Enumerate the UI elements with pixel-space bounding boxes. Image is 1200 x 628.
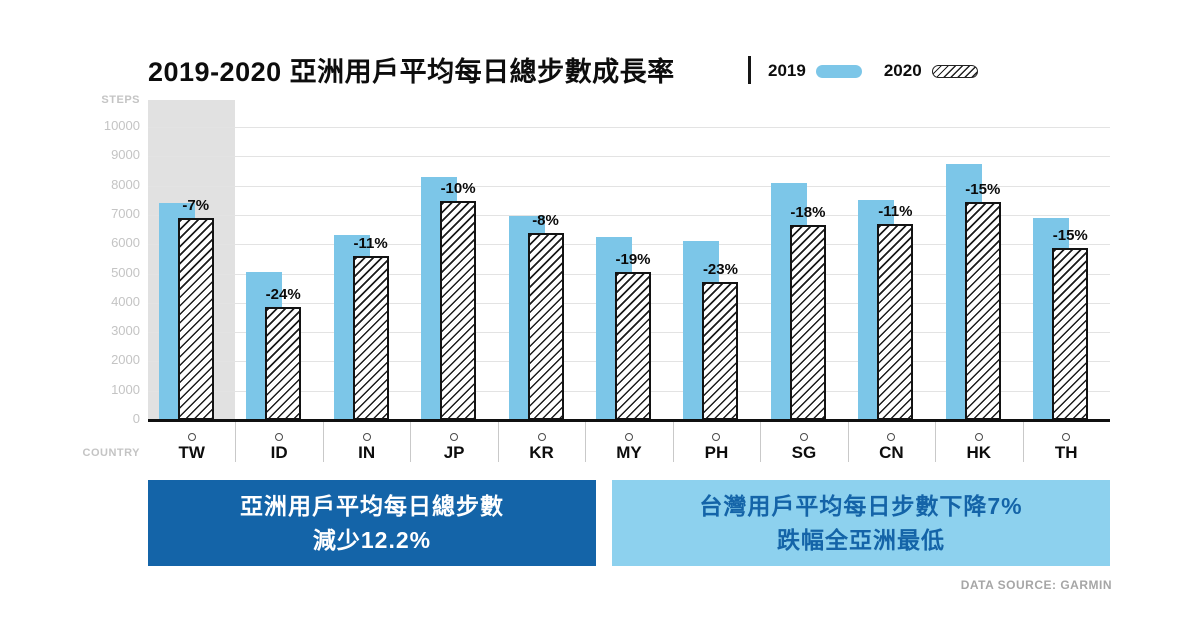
bar-2020-JP — [440, 201, 477, 420]
group-separator-9 — [935, 421, 937, 462]
bar-2020-MY — [615, 271, 651, 420]
gridline-9000 — [148, 156, 1110, 158]
gridline-7000 — [148, 214, 1110, 216]
country-label-ID: ID — [270, 443, 288, 462]
y-tick-label-1000: 1000 — [111, 381, 140, 397]
callout-taiwan-line2: 跌幅全亞洲最低 — [777, 527, 945, 553]
axis-dot-JP — [450, 433, 459, 441]
change-label-CN: -11% — [878, 203, 913, 221]
bar-2020-SG — [789, 225, 826, 420]
bar-2020-TH — [1052, 248, 1089, 420]
y-tick-label-8000: 8000 — [111, 176, 140, 192]
country-label-PH: PH — [704, 443, 729, 462]
change-label-JP: -10% — [440, 180, 476, 198]
y-tick-label-10000: 10000 — [103, 118, 140, 133]
change-label-SG: -18% — [790, 204, 826, 222]
chart-legend: 2019 2020 — [768, 61, 978, 81]
change-label-KR: -8% — [532, 211, 559, 229]
change-label-MY: -19% — [615, 250, 651, 268]
y-tick-label-4000: 4000 — [111, 293, 140, 309]
axis-dot-MY — [625, 433, 633, 441]
country-label-IN: IN — [358, 443, 376, 462]
bar-2020-IN — [352, 255, 389, 420]
change-label-TW: -7% — [182, 197, 210, 215]
country-label-HK: HK — [966, 443, 992, 462]
legend-2020-label: 2020 — [883, 61, 922, 80]
group-separator-3 — [410, 421, 412, 462]
axis-dot-ID — [275, 433, 284, 441]
y-tick-label-6000: 6000 — [111, 235, 140, 251]
data-source-credit: DATA SOURCE: GARMIN — [960, 578, 1112, 592]
y-tick-label-9000: 9000 — [111, 147, 140, 163]
legend-2019-swatch — [815, 64, 862, 78]
legend-2019-label: 2019 — [768, 61, 806, 80]
group-separator-4 — [497, 421, 499, 462]
change-label-HK: -15% — [965, 181, 1001, 198]
legend-item-2020: 2020 — [884, 61, 978, 81]
legend-item-2019: 2019 — [768, 61, 862, 81]
title-legend-divider — [748, 56, 751, 84]
y-tick-label-7000: 7000 — [111, 205, 140, 221]
axis-dot-SG — [799, 433, 808, 441]
bar-2020-CN — [877, 224, 914, 420]
gridline-10000 — [148, 127, 1110, 128]
group-separator-7 — [760, 421, 762, 462]
callout-asia-line1: 亞洲用戶平均每日總步數 — [240, 492, 504, 519]
gridline-8000 — [148, 185, 1110, 187]
y-tick-label-5000: 5000 — [111, 264, 140, 280]
callout-taiwan-line1: 台灣用戶平均每日步數下降7% — [699, 492, 1023, 519]
country-label-TH: TH — [1054, 443, 1078, 462]
callout-asia-summary: 亞洲用戶平均每日總步數 減少12.2% — [148, 480, 596, 566]
country-label-CN: CN — [879, 443, 904, 462]
y-tick-label-3000: 3000 — [111, 323, 140, 339]
bar-2020-TW — [177, 218, 214, 420]
change-label-TH: -15% — [1052, 227, 1088, 244]
country-label-MY: MY — [616, 443, 642, 462]
group-separator-6 — [672, 421, 674, 462]
change-label-ID: -24% — [265, 286, 301, 304]
country-label-TW: TW — [178, 443, 205, 462]
axis-dot-CN — [887, 433, 896, 441]
axis-dot-TH — [1062, 433, 1071, 441]
bar-2020-HK — [964, 202, 1001, 420]
group-separator-2 — [322, 421, 324, 462]
y-tick-label-0: 0 — [132, 411, 140, 426]
country-label-KR: KR — [529, 443, 554, 462]
x-axis-title: COUNTRY — [82, 447, 140, 459]
group-separator-5 — [585, 421, 587, 462]
page-title: 2019-2020 亞洲用戶平均每日總步數成長率 — [148, 57, 675, 87]
bar-2020-KR — [527, 232, 564, 420]
x-axis-line — [148, 419, 1110, 422]
axis-dot-TW — [187, 433, 196, 441]
y-axis-title: STEPS — [101, 94, 140, 106]
axis-dot-PH — [712, 433, 721, 441]
change-label-PH: -23% — [702, 261, 738, 279]
group-separator-10 — [1022, 421, 1024, 462]
country-label-JP: JP — [443, 443, 465, 462]
callout-taiwan-summary: 台灣用戶平均每日步數下降7% 跌幅全亞洲最低 — [612, 480, 1110, 566]
bar-2020-ID — [265, 307, 302, 420]
change-label-IN: -11% — [353, 234, 388, 252]
axis-dot-HK — [974, 433, 983, 441]
axis-dot-KR — [537, 433, 546, 441]
callout-asia-line2: 減少12.2% — [312, 527, 432, 553]
y-tick-label-2000: 2000 — [111, 352, 140, 368]
country-label-SG: SG — [791, 443, 817, 462]
legend-2020-swatch — [931, 64, 978, 78]
bar-2020-PH — [702, 282, 739, 420]
axis-dot-IN — [362, 433, 371, 441]
group-separator-8 — [847, 421, 849, 462]
group-separator-1 — [235, 421, 237, 462]
